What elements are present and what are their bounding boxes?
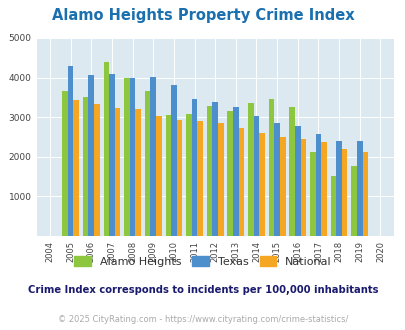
Bar — [356, 141, 362, 236]
Legend: Alamo Heights, Texas, National: Alamo Heights, Texas, National — [70, 251, 335, 271]
Bar — [171, 85, 176, 236]
Bar — [330, 176, 335, 236]
Bar — [279, 137, 285, 236]
Bar — [259, 133, 264, 236]
Bar — [247, 103, 253, 236]
Bar — [130, 78, 135, 236]
Bar — [109, 74, 115, 236]
Bar — [315, 134, 320, 236]
Bar — [309, 151, 315, 236]
Bar — [156, 115, 161, 236]
Bar — [62, 91, 68, 236]
Bar — [197, 121, 202, 236]
Bar — [350, 166, 356, 236]
Text: Crime Index corresponds to incidents per 100,000 inhabitants: Crime Index corresponds to incidents per… — [28, 285, 377, 295]
Bar — [68, 66, 73, 236]
Bar — [289, 107, 294, 236]
Bar — [212, 103, 217, 236]
Bar — [83, 97, 88, 236]
Bar — [335, 141, 341, 236]
Bar — [300, 139, 305, 236]
Bar — [176, 119, 182, 236]
Bar — [238, 128, 243, 236]
Bar — [186, 114, 191, 236]
Bar — [124, 78, 130, 236]
Bar — [191, 99, 197, 236]
Bar — [253, 115, 259, 236]
Bar — [103, 62, 109, 236]
Bar — [227, 111, 232, 236]
Bar — [145, 91, 150, 236]
Bar — [94, 104, 99, 236]
Bar — [165, 115, 171, 236]
Bar — [135, 109, 141, 236]
Bar — [206, 106, 212, 236]
Bar — [320, 142, 326, 236]
Bar — [362, 151, 367, 236]
Bar — [294, 126, 300, 236]
Bar — [274, 123, 279, 236]
Text: © 2025 CityRating.com - https://www.cityrating.com/crime-statistics/: © 2025 CityRating.com - https://www.city… — [58, 315, 347, 324]
Bar — [232, 107, 238, 236]
Bar — [115, 108, 120, 236]
Bar — [73, 100, 79, 236]
Bar — [217, 123, 223, 236]
Bar — [341, 149, 347, 236]
Text: Alamo Heights Property Crime Index: Alamo Heights Property Crime Index — [51, 8, 354, 23]
Bar — [88, 75, 94, 236]
Bar — [150, 77, 156, 236]
Bar — [268, 99, 274, 236]
